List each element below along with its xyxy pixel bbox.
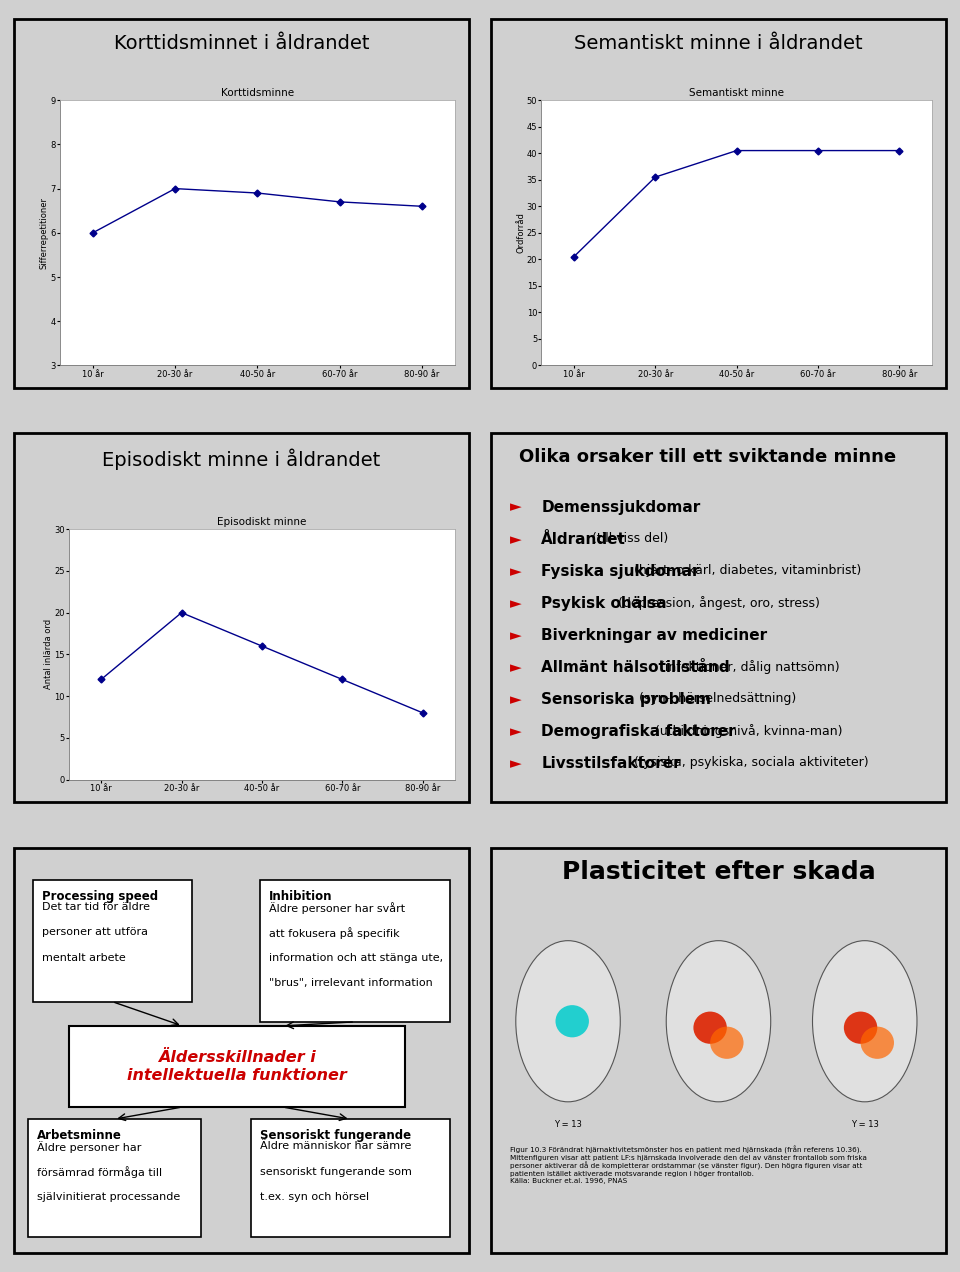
Text: Inhibition: Inhibition xyxy=(269,890,332,903)
Text: Psykisk ohälsa: Psykisk ohälsa xyxy=(541,595,667,611)
Text: (hjärt- o kärl, diabetes, vitaminbrist): (hjärt- o kärl, diabetes, vitaminbrist) xyxy=(630,563,861,576)
Text: ►: ► xyxy=(510,563,521,579)
Text: Äldre personer har svårt: Äldre personer har svårt xyxy=(269,902,405,915)
FancyBboxPatch shape xyxy=(251,1119,450,1236)
Text: ►: ► xyxy=(510,532,521,547)
Text: Sensoriskt fungerande: Sensoriskt fungerande xyxy=(260,1130,411,1142)
Text: (depression, ångest, oro, stress): (depression, ångest, oro, stress) xyxy=(614,595,821,609)
Text: Äldersskillnader i
intellektuella funktioner: Äldersskillnader i intellektuella funkti… xyxy=(127,1051,347,1082)
Text: Äldre människor har sämre: Äldre människor har sämre xyxy=(260,1141,411,1151)
Text: Processing speed: Processing speed xyxy=(41,890,157,903)
Text: ►: ► xyxy=(510,756,521,771)
FancyBboxPatch shape xyxy=(260,880,450,1021)
FancyBboxPatch shape xyxy=(69,1027,405,1107)
Text: personer att utföra: personer att utföra xyxy=(41,927,148,937)
Text: försämrad förmåga till: försämrad förmåga till xyxy=(37,1166,162,1178)
Text: ►: ► xyxy=(510,628,521,642)
Text: (utbildningsnivå, kvinna-man): (utbildningsnivå, kvinna-man) xyxy=(651,724,843,738)
Text: Allmänt hälsotillstånd: Allmänt hälsotillstånd xyxy=(541,660,730,675)
Text: Livsstilsfaktorer: Livsstilsfaktorer xyxy=(541,756,681,771)
Text: Äldre personer har: Äldre personer har xyxy=(37,1141,141,1154)
Text: ►: ► xyxy=(510,660,521,675)
Text: Semantiskt minne i åldrandet: Semantiskt minne i åldrandet xyxy=(574,34,863,53)
Text: Åldrandet: Åldrandet xyxy=(541,532,626,547)
Text: (infektioner, dålig nattsömn): (infektioner, dålig nattsömn) xyxy=(657,660,840,674)
Text: ►: ► xyxy=(510,724,521,739)
Text: Episodiskt minne i åldrandet: Episodiskt minne i åldrandet xyxy=(103,448,381,469)
Text: Figur 10.3 Förändrat hjärnaktivitetsmönster hos en patient med hjärnskada (från : Figur 10.3 Förändrat hjärnaktivitetsmöns… xyxy=(510,1146,867,1184)
Text: Olika orsaker till ett sviktande minne: Olika orsaker till ett sviktande minne xyxy=(518,448,896,466)
Text: (till viss del): (till viss del) xyxy=(588,532,668,544)
Text: ►: ► xyxy=(510,692,521,707)
FancyBboxPatch shape xyxy=(28,1119,201,1236)
Text: Sensoriska problem: Sensoriska problem xyxy=(541,692,711,707)
FancyBboxPatch shape xyxy=(33,880,192,1001)
Text: t.ex. syn och hörsel: t.ex. syn och hörsel xyxy=(260,1192,369,1202)
Text: Fysiska sjukdomar: Fysiska sjukdomar xyxy=(541,563,700,579)
Text: Korttidsminnet i åldrandet: Korttidsminnet i åldrandet xyxy=(114,34,370,53)
Text: mentalt arbete: mentalt arbete xyxy=(41,953,126,963)
Text: Biverkningar av mediciner: Biverkningar av mediciner xyxy=(541,628,767,642)
Text: att fokusera på specifik: att fokusera på specifik xyxy=(269,927,399,939)
Text: ►: ► xyxy=(510,595,521,611)
Text: "brus", irrelevant information: "brus", irrelevant information xyxy=(269,978,433,987)
Text: ►: ► xyxy=(510,500,521,515)
Text: Demenssjukdomar: Demenssjukdomar xyxy=(541,500,701,515)
Text: information och att stänga ute,: information och att stänga ute, xyxy=(269,953,443,963)
Text: (syn-, hörselnedsättning): (syn-, hörselnedsättning) xyxy=(636,692,797,705)
Text: Plasticitet efter skada: Plasticitet efter skada xyxy=(562,860,876,884)
Text: Det tar tid för äldre: Det tar tid för äldre xyxy=(41,902,150,912)
Text: sensoriskt fungerande som: sensoriskt fungerande som xyxy=(260,1166,412,1177)
Text: (fysiska, psykiska, sociala aktiviteter): (fysiska, psykiska, sociala aktiviteter) xyxy=(630,756,869,770)
Text: självinitierat processande: självinitierat processande xyxy=(37,1192,180,1202)
Text: Arbetsminne: Arbetsminne xyxy=(37,1130,122,1142)
Text: Demografiska faktorer: Demografiska faktorer xyxy=(541,724,736,739)
